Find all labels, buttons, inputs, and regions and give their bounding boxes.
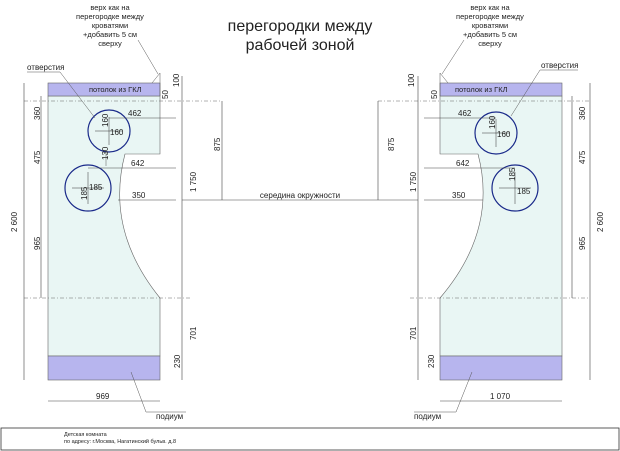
- left-dim-230: 230: [173, 354, 182, 368]
- right-dim-230: 230: [427, 354, 436, 368]
- left-dim-462: 462: [128, 109, 142, 118]
- right-podium-band: [439, 355, 563, 381]
- left-dim-130: 130: [101, 146, 110, 160]
- left-hole-lower: [64, 164, 112, 212]
- left-podium-band: [47, 355, 161, 381]
- left-dim-160-h: 160: [110, 128, 124, 137]
- svg-text:+добавить 5 см: +добавить 5 см: [463, 30, 517, 39]
- svg-text:сверху: сверху: [478, 39, 502, 48]
- left-podium-label: подиум: [156, 412, 183, 421]
- left-hole-upper: [87, 109, 131, 153]
- left-dim-50: 50: [161, 90, 170, 99]
- left-dim-width: 969: [96, 392, 110, 401]
- svg-text:перегородке между: перегородке между: [456, 12, 524, 21]
- right-podium-label: подиум: [414, 412, 441, 421]
- svg-text:сверху: сверху: [98, 39, 122, 48]
- stamp-line-1: Детская комната: [64, 432, 108, 438]
- right-dim-1750: 1 750: [409, 171, 418, 192]
- right-dim-100: 100: [407, 73, 416, 87]
- right-note: верх как на перегородке между кроватями …: [441, 3, 524, 75]
- left-dim-360: 360: [33, 106, 42, 120]
- left-ceiling-label: потолок из ГКЛ: [89, 85, 142, 94]
- right-dim-642: 642: [456, 159, 470, 168]
- left-dim-160-v: 160: [101, 113, 110, 127]
- right-dim-160-h: 160: [497, 130, 511, 139]
- right-hole-lower: [491, 164, 539, 212]
- left-dim-2600: 2 600: [10, 211, 19, 232]
- svg-text:кроватями: кроватями: [92, 21, 128, 30]
- svg-text:верх как на: верх как на: [90, 3, 130, 12]
- left-dim-965: 965: [33, 236, 42, 250]
- right-dim-475: 475: [578, 150, 587, 164]
- left-dim-475: 475: [33, 150, 42, 164]
- left-holes-label: отверстия: [27, 63, 64, 72]
- left-dim-701: 701: [189, 326, 198, 340]
- left-dim-185-v: 185: [80, 186, 89, 200]
- svg-text:+добавить 5 см: +добавить 5 см: [83, 30, 137, 39]
- stamp-line-2: по адресу: г.Москва, Нагатинский бульв. …: [64, 438, 176, 445]
- stamp-frame: [0, 427, 620, 451]
- right-dim-185-v: 185: [508, 167, 517, 181]
- right-dim-width: 1 070: [490, 392, 511, 401]
- right-dim-50: 50: [430, 90, 439, 99]
- title-line-2: рабочей зоной: [246, 37, 355, 54]
- right-ceiling-label: потолок из ГКЛ: [455, 85, 508, 94]
- svg-text:перегородке между: перегородке между: [76, 12, 144, 21]
- right-dim-965: 965: [578, 236, 587, 250]
- left-dim-1750: 1 750: [189, 171, 198, 192]
- svg-text:кроватями: кроватями: [472, 21, 508, 30]
- left-partition: потолок из ГКЛ 160 160 185 185 130 462 6…: [10, 63, 223, 421]
- left-panel-body: [47, 95, 161, 357]
- right-dim-875: 875: [387, 137, 396, 151]
- left-dim-875: 875: [213, 137, 222, 151]
- left-dim-185-h: 185: [89, 183, 103, 192]
- svg-text:верх как на: верх как на: [470, 3, 510, 12]
- right-dim-160-v: 160: [488, 115, 497, 129]
- right-dim-185-h: 185: [517, 187, 531, 196]
- right-holes-label: отверстия: [541, 61, 578, 70]
- title-line-1: перегородки между: [228, 18, 373, 35]
- right-dim-350: 350: [452, 191, 466, 200]
- right-dim-462: 462: [458, 109, 472, 118]
- right-hole-upper: [474, 111, 518, 155]
- circle-middle-label: середина окружности: [260, 191, 340, 200]
- left-dim-100: 100: [172, 73, 181, 87]
- left-dim-350: 350: [132, 191, 146, 200]
- right-partition: потолок из ГКЛ 160 160 185 185 462 642 3…: [377, 61, 605, 421]
- left-dim-642: 642: [131, 159, 145, 168]
- right-dim-360: 360: [578, 106, 587, 120]
- right-dim-2600: 2 600: [596, 211, 605, 232]
- right-dim-701: 701: [409, 326, 418, 340]
- left-note: верх как на перегородке между кроватями …: [76, 3, 159, 75]
